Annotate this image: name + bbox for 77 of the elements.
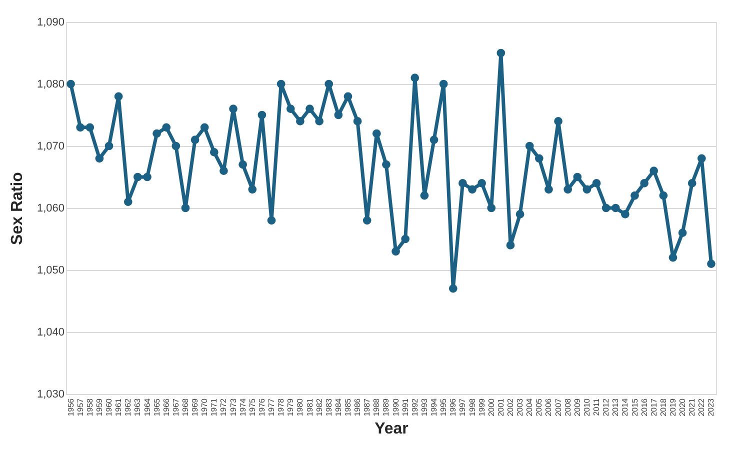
x-tick-label: 2004 xyxy=(525,398,534,416)
x-tick-label: 2022 xyxy=(697,398,706,416)
x-tick-label: 1992 xyxy=(410,398,420,416)
x-tick-label: 1975 xyxy=(248,398,257,416)
x-tick-label: 1977 xyxy=(267,398,276,416)
y-tick-label: 1,050 xyxy=(36,264,64,276)
x-tick-label: 1956 xyxy=(66,398,76,416)
x-tick-label: 1957 xyxy=(76,398,85,416)
x-tick-label: 1971 xyxy=(210,398,219,416)
x-tick-label: 2015 xyxy=(630,398,640,416)
x-tick-label: 1967 xyxy=(171,398,180,416)
x-tick-label: 2009 xyxy=(572,398,582,416)
x-tick-label: 1968 xyxy=(180,398,190,416)
x-tick-label: 1958 xyxy=(85,398,94,416)
x-tick-label: 1979 xyxy=(286,398,296,416)
y-tick-label: 1,040 xyxy=(36,326,64,338)
x-tick-label: 1974 xyxy=(238,398,248,416)
x-tick-label: 1966 xyxy=(162,398,171,416)
x-tick-label: 2003 xyxy=(516,398,525,416)
x-tick-label: 2008 xyxy=(563,398,572,416)
x-tick-label: 2017 xyxy=(649,398,658,416)
x-tick-label: 1999 xyxy=(477,398,486,416)
x-tick-label: 1983 xyxy=(324,398,334,416)
x-tick-label: 1987 xyxy=(362,398,372,416)
x-tick-label: 1962 xyxy=(124,398,133,416)
x-tick-label: 2010 xyxy=(582,398,592,416)
y-tick-label: 1,030 xyxy=(36,388,64,400)
x-tick-label: 1978 xyxy=(276,398,286,416)
x-axis-title: Year xyxy=(374,420,408,438)
y-tick-label: 1,090 xyxy=(36,16,64,28)
x-tick-label: 2012 xyxy=(602,398,611,416)
x-tick-label: 2006 xyxy=(544,398,554,416)
x-tick-label: 1965 xyxy=(152,398,162,416)
x-tick-label: 1960 xyxy=(104,398,114,416)
x-tick-label: 1993 xyxy=(420,398,429,416)
x-tick-label: 1994 xyxy=(430,398,439,416)
y-tick-label: 1,060 xyxy=(36,202,64,214)
x-tick-label: 1986 xyxy=(353,398,362,416)
x-tick-label: 1970 xyxy=(200,398,210,416)
x-tick-label: 2000 xyxy=(486,398,496,416)
x-tick-label: 1969 xyxy=(190,398,200,416)
x-tick-label: 2014 xyxy=(620,398,630,416)
x-tick-label: 2011 xyxy=(592,398,602,416)
x-tick-label: 2019 xyxy=(668,398,678,416)
x-tick-label: 1989 xyxy=(382,398,391,416)
x-tick-label: 1980 xyxy=(296,398,305,416)
x-tick-label: 2001 xyxy=(496,398,506,416)
x-tick-label: 2007 xyxy=(554,398,563,416)
x-tick-label: 2016 xyxy=(640,398,649,416)
x-tick-label: 2005 xyxy=(534,398,544,416)
x-tick-label: 1964 xyxy=(142,398,152,416)
x-tick-label: 1973 xyxy=(228,398,238,416)
x-tick-label: 2021 xyxy=(688,398,697,416)
y-tick-label: 1,080 xyxy=(36,78,64,90)
x-tick-label: 1990 xyxy=(391,398,400,416)
x-tick-label: 1988 xyxy=(372,398,382,416)
x-tick-label: 2002 xyxy=(506,398,515,416)
x-tick-label: 1963 xyxy=(133,398,142,416)
x-tick-label: 2023 xyxy=(706,398,716,416)
x-tick-label: 1976 xyxy=(257,398,266,416)
x-tick-label: 1995 xyxy=(439,398,448,416)
x-tick-label: 1984 xyxy=(334,398,343,416)
x-tick-label: 1972 xyxy=(219,398,228,416)
x-tick-label: 1996 xyxy=(448,398,458,416)
x-tick-label: 1981 xyxy=(305,398,314,416)
x-tick-label: 1959 xyxy=(94,398,104,416)
x-tick-label: 1985 xyxy=(343,398,352,416)
x-tick-label: 1961 xyxy=(114,398,124,416)
x-tick-label: 2020 xyxy=(678,398,688,416)
x-tick-label: 1991 xyxy=(400,398,410,416)
x-tick-label: 2018 xyxy=(658,398,668,416)
x-tick-label: 1982 xyxy=(314,398,324,416)
y-tick-label: 1,070 xyxy=(36,140,64,152)
x-tick-label: 2013 xyxy=(611,398,620,416)
x-tick-label: 1997 xyxy=(458,398,468,416)
y-axis-title: Sex Ratio xyxy=(8,172,26,245)
x-tick-label: 1998 xyxy=(468,398,477,416)
